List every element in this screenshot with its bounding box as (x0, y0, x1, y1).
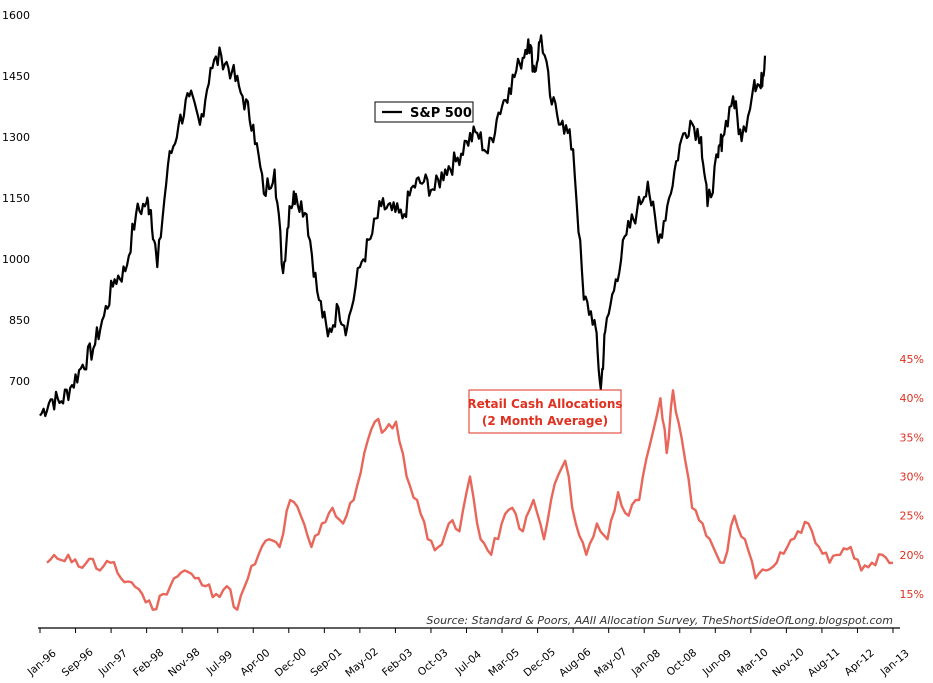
x-tick-label: Aug-06 (557, 646, 594, 679)
x-tick-label: Jan-96 (25, 647, 59, 678)
left-tick-label: 850 (9, 314, 30, 327)
right-tick-label: 15% (900, 588, 924, 601)
left-tick-label: 1000 (2, 253, 30, 266)
right-tick-label: 20% (900, 549, 924, 562)
x-tick-label: Aug-11 (806, 646, 843, 679)
cash-annotation: Retail Cash Allocations (2 Month Average… (467, 389, 623, 434)
x-tick-label: Sep-01 (308, 646, 344, 679)
left-tick-label: 700 (9, 375, 30, 388)
right-tick-label: 30% (900, 471, 924, 484)
right-tick-label: 40% (900, 392, 924, 405)
x-tick-label: Oct-03 (416, 647, 451, 679)
left-tick-label: 1450 (2, 70, 30, 83)
x-tick-label: Feb-98 (131, 647, 166, 679)
x-tick-label: Mar-10 (735, 646, 771, 679)
left-tick-label: 1150 (2, 192, 30, 205)
x-tick-label: May-02 (343, 646, 380, 679)
left-tick-label: 1600 (2, 9, 30, 22)
left-axis-ticks: 700 850 1000 1150 1300 1450 1600 (2, 9, 30, 388)
right-tick-label: 25% (900, 510, 924, 523)
x-tick-label: Sep-96 (60, 646, 96, 679)
sp500-legend: S&P 500 (374, 101, 474, 123)
x-tick-label: Dec-05 (521, 646, 557, 679)
x-tick-label: Jun-09 (700, 647, 734, 678)
x-tick-label: Dec-00 (273, 646, 309, 679)
x-tick-label: Mar-05 (486, 646, 522, 679)
right-axis-ticks: 15% 20% 25% 30% 35% 40% 45% (900, 353, 924, 601)
x-tick-label: Oct-08 (664, 647, 699, 679)
x-tick-label: Jan-13 (878, 647, 912, 678)
x-tick-label: Jun-97 (96, 647, 130, 678)
cash-series-line (46, 389, 894, 611)
cash-annotation-subtitle: (2 Month Average) (482, 414, 608, 428)
x-tick-label: Nov-98 (166, 646, 202, 679)
sp500-series-line (39, 34, 767, 418)
x-tick-label: Nov-10 (770, 646, 806, 679)
x-tick-label: Jan-08 (629, 647, 663, 678)
x-tick-label: Apr-12 (842, 647, 876, 678)
x-tick-label: Feb-03 (380, 647, 415, 679)
sp500-legend-box (374, 101, 474, 123)
cash-annotation-title: Retail Cash Allocations (467, 397, 622, 411)
right-tick-label: 35% (900, 431, 924, 444)
right-tick-label: 45% (900, 353, 924, 366)
left-tick-label: 1300 (2, 131, 30, 144)
x-tick-label: May-07 (592, 646, 629, 679)
source-note: Source: Standard & Poors, AAII Allocatio… (426, 614, 893, 627)
x-tick-label: Jul-04 (453, 648, 485, 677)
x-axis-ticks: Jan-96 Sep-96 Jun-97 Feb-98 Nov-98 Jul-99 Apr-… (25, 628, 912, 680)
cash-annotation-box (468, 389, 622, 434)
x-tick-label: Apr-00 (238, 647, 272, 678)
sp500-legend-label: S&P 500 (410, 106, 472, 121)
x-tick-label: Jul-99 (204, 649, 235, 678)
